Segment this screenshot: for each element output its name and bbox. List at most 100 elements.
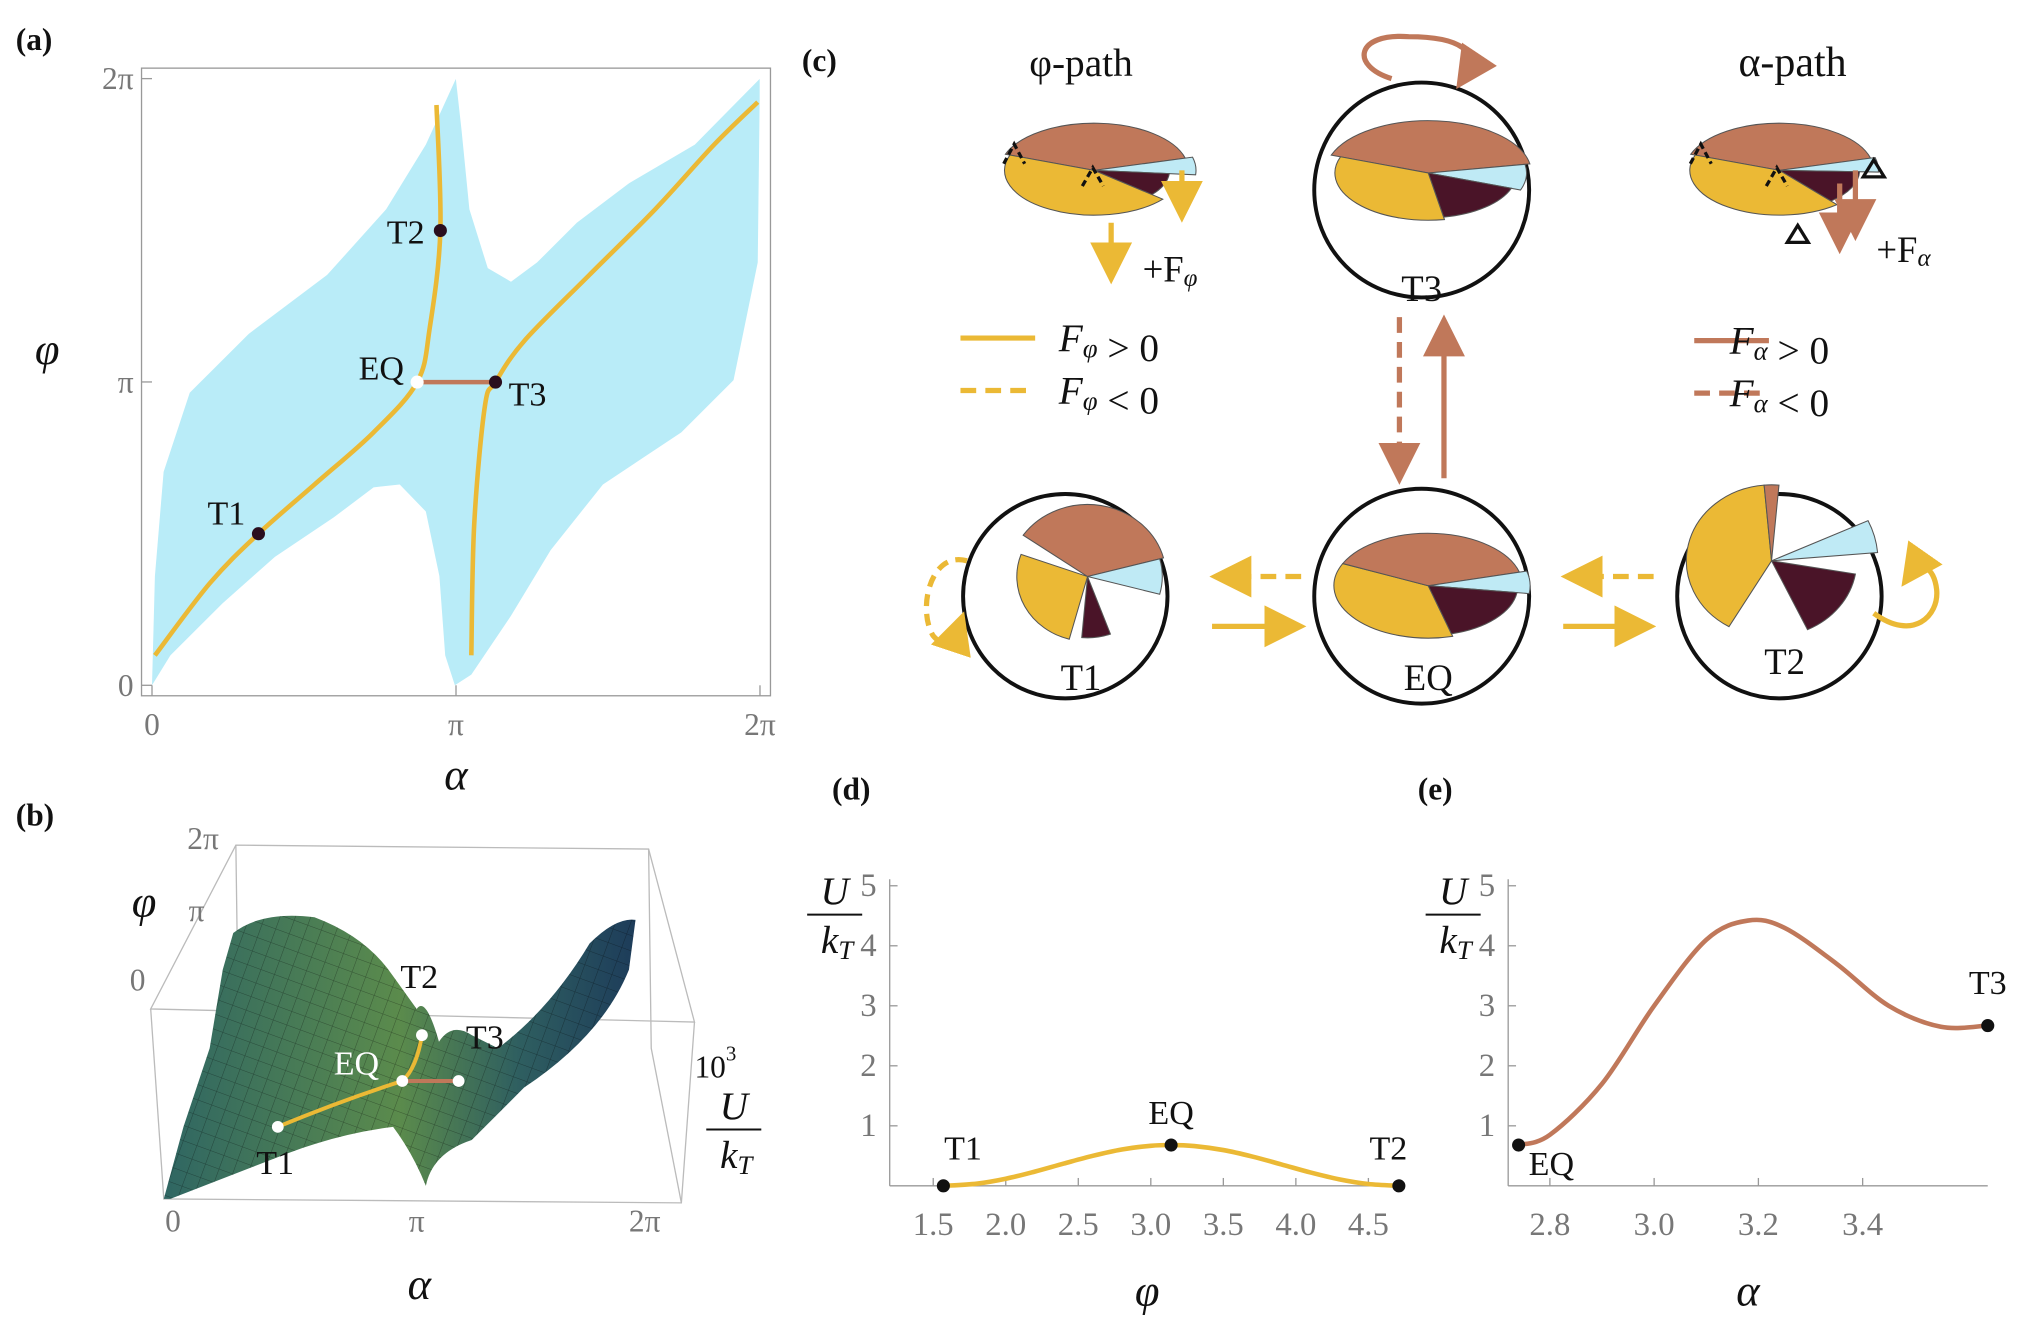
u-denominator-part: k bbox=[720, 1133, 739, 1177]
force-label: +Fα bbox=[1876, 228, 1931, 271]
surface-box bbox=[149, 844, 696, 1204]
pie-slice bbox=[1004, 122, 1187, 171]
point bbox=[488, 375, 503, 389]
legend-label-part: α bbox=[1754, 336, 1769, 366]
point-label: T1 bbox=[208, 496, 246, 533]
u-numerator: U bbox=[820, 869, 851, 913]
u-denominator: kT bbox=[1439, 918, 1473, 965]
x-tick-label: 4.5 bbox=[1348, 1207, 1389, 1243]
pie-slice bbox=[1081, 576, 1112, 639]
legend-label-part: F bbox=[1729, 371, 1755, 415]
phi-label: φ bbox=[132, 876, 157, 926]
pie-slice bbox=[1334, 156, 1446, 221]
x-tick-label: 1.5 bbox=[913, 1207, 954, 1243]
x-tick-label: 4.0 bbox=[1275, 1207, 1316, 1243]
u-numerator: U bbox=[1439, 869, 1470, 913]
pie-slice bbox=[1016, 553, 1089, 640]
legend-label: Fα > 0 bbox=[1729, 319, 1830, 373]
legend-label-part: < 0 bbox=[1768, 381, 1829, 425]
surface-point-label: EQ bbox=[334, 1045, 379, 1082]
point bbox=[1392, 1179, 1406, 1193]
x-tick-label: 3.2 bbox=[1738, 1207, 1779, 1243]
pie-slice bbox=[1685, 484, 1773, 628]
legend-label-part: φ bbox=[1083, 333, 1098, 363]
phi-tick-label: 0 bbox=[130, 963, 146, 998]
u-denominator-part: k bbox=[821, 918, 840, 962]
pie-slice bbox=[1087, 558, 1163, 595]
u-scale-part: 3 bbox=[726, 1041, 736, 1065]
pie-slice bbox=[1771, 519, 1879, 562]
legend-label-part: < 0 bbox=[1098, 378, 1159, 422]
y-tick-label: 4 bbox=[1479, 928, 1495, 964]
u-denominator-part: T bbox=[838, 935, 855, 965]
node-label: T2 bbox=[1764, 641, 1805, 682]
point-label: T2 bbox=[1369, 1131, 1407, 1168]
surface-point-label: T1 bbox=[256, 1145, 294, 1182]
force-label-part: α bbox=[1917, 245, 1931, 272]
phi-tick-label: π bbox=[189, 893, 205, 928]
node-label: T3 bbox=[1401, 268, 1442, 309]
pie-slice bbox=[1427, 585, 1518, 635]
pie-slice bbox=[1427, 172, 1513, 218]
x-tick-label: 0 bbox=[144, 707, 160, 742]
legend-label-part: F bbox=[1058, 316, 1084, 360]
alpha-label: α bbox=[408, 1259, 433, 1309]
legend-label-part: φ bbox=[1083, 385, 1098, 415]
x-tick-label: 2.0 bbox=[985, 1207, 1026, 1243]
legend-label: Fα < 0 bbox=[1729, 371, 1830, 425]
surface-point-label: T3 bbox=[466, 1019, 504, 1056]
point bbox=[936, 1179, 950, 1193]
legend-label-part: F bbox=[1729, 319, 1755, 363]
node-label: T1 bbox=[1061, 657, 1102, 698]
pie-slice bbox=[1428, 570, 1531, 595]
curve bbox=[469, 100, 760, 656]
surface-point-label: T2 bbox=[400, 959, 438, 996]
y-tick-label: 3 bbox=[860, 988, 876, 1024]
pie-slice bbox=[1341, 532, 1521, 587]
force-label-part: φ bbox=[1184, 264, 1198, 291]
y-tick-label: 1 bbox=[860, 1108, 876, 1144]
panel-label: (d) bbox=[832, 771, 870, 806]
u-denominator-part: T bbox=[737, 1150, 754, 1180]
y-tick-label: 4 bbox=[860, 928, 876, 964]
y-tick-label: 2π bbox=[102, 61, 134, 96]
point bbox=[1164, 1138, 1178, 1152]
force-label: +Fφ bbox=[1143, 248, 1198, 291]
pie-slice bbox=[1763, 484, 1780, 561]
panel-label: (e) bbox=[1418, 771, 1453, 806]
point bbox=[1512, 1138, 1526, 1152]
y-tick-label: 2 bbox=[1479, 1048, 1495, 1084]
diagram bbox=[923, 33, 1943, 706]
u-denominator: kT bbox=[720, 1133, 754, 1180]
pie-slice bbox=[1428, 163, 1528, 191]
y-tick-label: 2 bbox=[860, 1048, 876, 1084]
y-tick-label: 1 bbox=[1479, 1108, 1495, 1144]
path-title: φ-path bbox=[1029, 41, 1133, 85]
force-label-part: +F bbox=[1876, 228, 1917, 269]
point bbox=[410, 375, 424, 389]
x-tick-label: 3.0 bbox=[1130, 1207, 1171, 1243]
legend-label-part: F bbox=[1058, 368, 1084, 412]
x-tick-label: 2π bbox=[744, 707, 776, 742]
alpha-tick-label: π bbox=[409, 1204, 425, 1239]
u-denominator-part: k bbox=[1439, 918, 1458, 962]
pie-slice bbox=[1022, 503, 1165, 578]
point bbox=[433, 223, 447, 238]
legend-label: Fφ < 0 bbox=[1058, 368, 1159, 422]
u-scale: 103 bbox=[694, 1041, 736, 1084]
pie-slice bbox=[1094, 156, 1197, 176]
legend-label-part: > 0 bbox=[1768, 329, 1829, 373]
alpha-tick-label: 0 bbox=[165, 1204, 181, 1239]
y-axis-label: φ bbox=[35, 324, 60, 374]
pie-slice bbox=[1333, 562, 1454, 639]
y-tick-label: 3 bbox=[1479, 988, 1495, 1024]
point-label: EQ bbox=[359, 351, 404, 388]
y-tick-label: 5 bbox=[860, 868, 876, 904]
legend-label-part: > 0 bbox=[1098, 326, 1159, 370]
x-tick-label: 2.5 bbox=[1058, 1207, 1099, 1243]
point-label: T2 bbox=[387, 215, 425, 252]
panel-label: (a) bbox=[16, 22, 53, 57]
y-tick-label: π bbox=[118, 364, 134, 399]
pie-slice bbox=[1689, 154, 1839, 216]
